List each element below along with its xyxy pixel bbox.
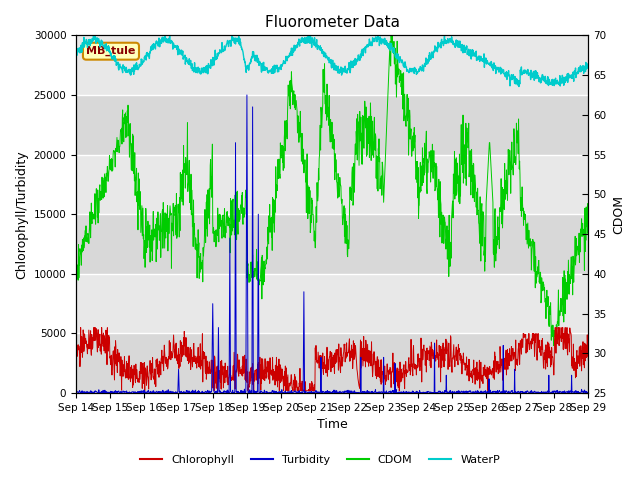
Y-axis label: CDOM: CDOM [612, 195, 625, 234]
Bar [76, 36, 588, 95]
Bar [76, 155, 588, 214]
Text: MB_tule: MB_tule [86, 46, 136, 56]
Bar [76, 95, 588, 155]
Y-axis label: Chlorophyll/Turbidity: Chlorophyll/Turbidity [15, 150, 28, 278]
Title: Fluorometer Data: Fluorometer Data [265, 15, 400, 30]
X-axis label: Time: Time [317, 419, 348, 432]
Bar [76, 334, 588, 393]
Legend: Chlorophyll, Turbidity, CDOM, WaterP: Chlorophyll, Turbidity, CDOM, WaterP [136, 451, 504, 469]
Bar [76, 274, 588, 334]
Bar [76, 214, 588, 274]
